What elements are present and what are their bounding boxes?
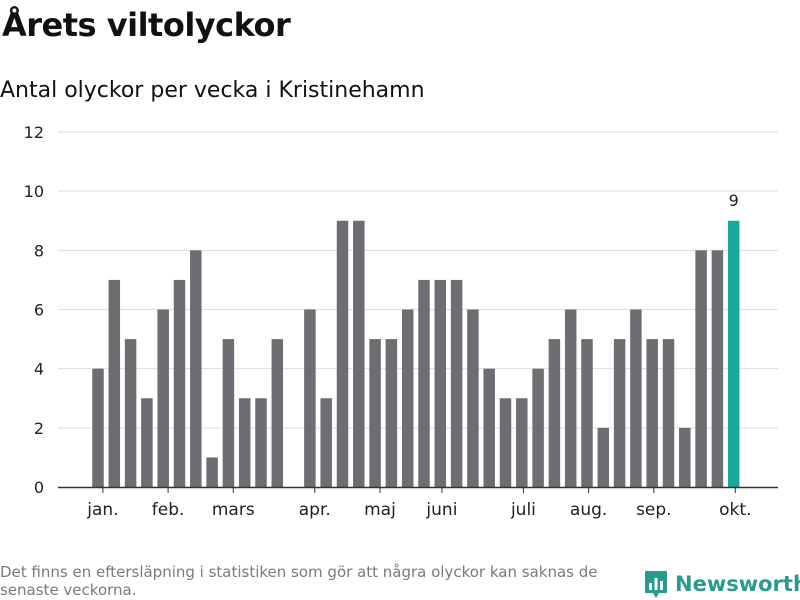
bar	[336, 220, 349, 487]
bar	[385, 339, 398, 487]
bar	[548, 339, 561, 487]
bar	[222, 339, 235, 487]
x-axis-ticks: jan. feb. mars apr. maj juni juli aug. sep. okt.	[86, 487, 751, 520]
brand-logo: Newsworthy	[643, 568, 800, 600]
bar	[564, 309, 577, 487]
x-tick-label: maj	[364, 500, 396, 520]
bar	[516, 398, 528, 487]
x-tick-label: okt.	[719, 500, 751, 520]
footnote: Det finns en eftersläpning i statistiken…	[0, 563, 598, 599]
x-tick-label: mars	[212, 500, 255, 520]
bar	[401, 309, 414, 487]
bar	[581, 339, 593, 487]
bar	[630, 309, 642, 487]
bars	[92, 220, 740, 487]
bar	[499, 398, 512, 487]
bar	[532, 368, 544, 487]
x-tick-label: juni	[425, 500, 457, 520]
x-tick-label: juli	[510, 500, 536, 520]
bar	[124, 339, 137, 487]
y-tick-label: 10	[24, 182, 44, 201]
y-tick-label: 6	[34, 301, 44, 320]
brand-name: Newsworthy	[675, 572, 800, 596]
bar	[679, 427, 691, 487]
bar	[434, 279, 447, 487]
bar	[483, 368, 495, 487]
x-tick-label: apr.	[299, 500, 331, 520]
bar	[320, 398, 332, 487]
y-tick-label: 2	[34, 419, 44, 438]
bar	[646, 339, 658, 487]
chart-title: Årets viltolyckor	[2, 6, 291, 44]
bar-highlight	[727, 220, 740, 487]
x-tick-label: jan.	[86, 500, 118, 520]
bar	[353, 220, 365, 487]
data-labels: 9	[729, 191, 739, 210]
y-tick-label: 12	[24, 123, 44, 142]
bar	[695, 250, 707, 487]
bar	[238, 398, 251, 487]
bar	[92, 368, 104, 487]
bar	[173, 279, 186, 487]
bar	[418, 279, 430, 487]
newsworthy-logo-icon	[645, 571, 667, 598]
data-label: 9	[729, 191, 739, 210]
bar	[108, 279, 121, 487]
bar	[597, 427, 610, 487]
x-tick-label: aug.	[570, 500, 607, 520]
chart-subtitle: Antal olyckor per vecka i Kristinehamn	[0, 78, 425, 103]
bar	[157, 309, 169, 487]
x-tick-label: feb.	[152, 500, 185, 520]
x-tick-label: sep.	[636, 500, 672, 520]
bar	[304, 309, 316, 487]
bar	[190, 250, 202, 487]
bar	[662, 339, 675, 487]
y-axis-ticks: 0 2 4 6 8 10 12	[24, 123, 44, 497]
bar	[711, 250, 724, 487]
y-tick-label: 0	[34, 478, 44, 497]
bar	[369, 339, 381, 487]
bar-chart: 0 2 4 6 8 10 12 jan. feb. mars apr. maj juni juli aug…	[24, 123, 778, 520]
y-tick-label: 8	[34, 241, 44, 260]
bar	[450, 279, 463, 487]
bar	[467, 309, 479, 487]
bar	[271, 339, 284, 487]
bar	[141, 398, 153, 487]
bar	[255, 398, 267, 487]
bar	[206, 457, 218, 487]
bar	[613, 339, 626, 487]
y-tick-label: 4	[34, 360, 44, 379]
